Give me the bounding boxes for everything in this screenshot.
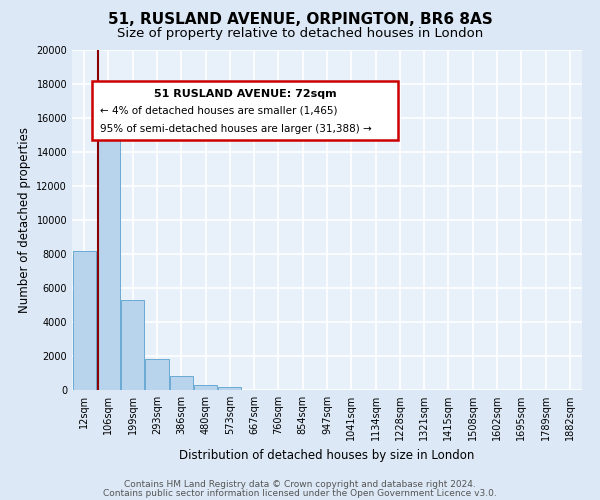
Bar — [218, 387, 241, 390]
Text: 95% of semi-detached houses are larger (31,388) →: 95% of semi-detached houses are larger (… — [100, 124, 372, 134]
X-axis label: Distribution of detached houses by size in London: Distribution of detached houses by size … — [179, 448, 475, 462]
Text: Size of property relative to detached houses in London: Size of property relative to detached ho… — [117, 28, 483, 40]
Bar — [121, 300, 144, 390]
Text: Contains public sector information licensed under the Open Government Licence v3: Contains public sector information licen… — [103, 489, 497, 498]
Bar — [170, 376, 193, 390]
Bar — [97, 108, 120, 390]
Bar — [73, 250, 95, 390]
FancyBboxPatch shape — [92, 80, 398, 140]
Text: 51, RUSLAND AVENUE, ORPINGTON, BR6 8AS: 51, RUSLAND AVENUE, ORPINGTON, BR6 8AS — [107, 12, 493, 28]
Bar — [194, 385, 217, 390]
Bar — [145, 358, 169, 390]
Text: 51 RUSLAND AVENUE: 72sqm: 51 RUSLAND AVENUE: 72sqm — [154, 89, 337, 99]
Text: Contains HM Land Registry data © Crown copyright and database right 2024.: Contains HM Land Registry data © Crown c… — [124, 480, 476, 489]
Text: ← 4% of detached houses are smaller (1,465): ← 4% of detached houses are smaller (1,4… — [100, 106, 338, 116]
Y-axis label: Number of detached properties: Number of detached properties — [18, 127, 31, 313]
